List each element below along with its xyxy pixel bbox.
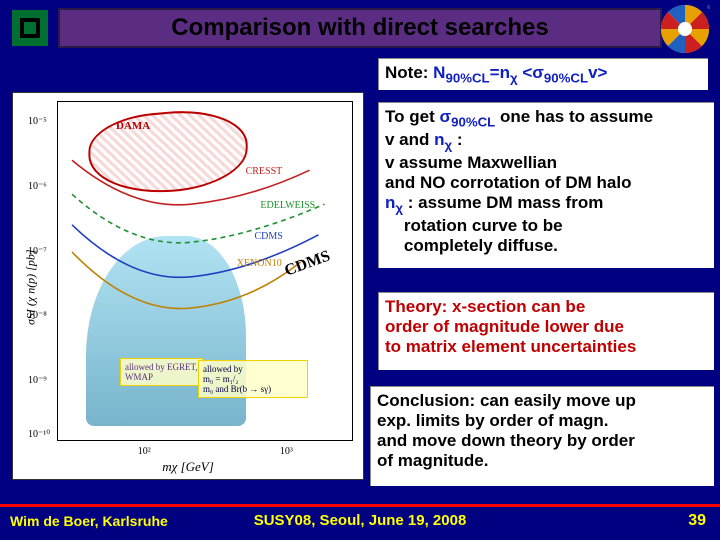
slide-title: Comparison with direct searches	[171, 14, 548, 42]
title-bar: Comparison with direct searches	[58, 8, 662, 48]
exp-label: CRESST	[246, 166, 283, 177]
exp-label: CDMS	[254, 231, 282, 242]
dama-region	[88, 105, 249, 199]
legend-l1: allowed by	[203, 364, 303, 374]
y-tick: 10⁻⁷	[28, 246, 47, 257]
legend-title: allowed by EGRET,WMAP	[125, 362, 198, 382]
toget-box: To get σ90%CL one has to assumev and nχ …	[378, 102, 714, 268]
chart-x-label: mχ [GeV]	[162, 459, 214, 475]
note-box: Note: N90%CL=nχ <σ90%CLv>	[378, 58, 708, 90]
x-tick: 10²	[138, 446, 151, 457]
footer-center: SUSY08, Seoul, June 19, 2008	[254, 512, 467, 529]
dama-label: DAMA	[116, 120, 150, 132]
exp-label: XENON10	[237, 258, 282, 269]
institute-logo	[8, 6, 52, 50]
y-tick: 10⁻⁸	[28, 310, 47, 321]
chart-legend: allowed by EGRET,WMAP	[120, 358, 203, 386]
theory-box: Theory: x-section can beorder of magnitu…	[378, 292, 714, 370]
x-tick: 10³	[280, 446, 293, 457]
y-tick: 10⁻⁶	[28, 181, 47, 192]
page-number: 39	[688, 512, 706, 530]
exclusion-chart: σSI (χ n(p) [pb] DAMA CRESSTEDELWEISSCDM…	[12, 92, 364, 480]
conclusion-box: Conclusion: can easily move upexp. limit…	[370, 386, 714, 486]
y-tick: 10⁻⁹	[28, 375, 47, 386]
legend-l2: m₀ = m₁/₂	[203, 374, 303, 384]
exp-label: EDELWEISS	[260, 200, 315, 211]
footer-author: Wim de Boer, Karlsruhe	[10, 513, 168, 529]
legend-l3: m₀ and Br(b → sγ)	[203, 384, 303, 394]
y-tick: 10⁻⁵	[28, 116, 47, 127]
cms-logo	[660, 4, 710, 54]
y-tick: 10⁻¹⁰	[28, 429, 50, 440]
chart-legend-2: allowed by m₀ = m₁/₂ m₀ and Br(b → sγ)	[198, 360, 308, 398]
footer-bar: Wim de Boer, Karlsruhe SUSY08, Seoul, Ju…	[0, 504, 720, 534]
